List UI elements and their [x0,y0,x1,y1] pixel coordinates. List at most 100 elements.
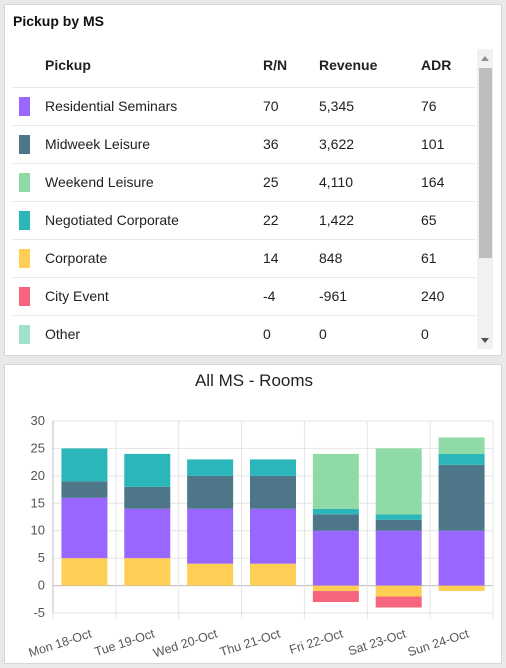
x-tick-label: Fri 22-Oct [288,626,346,657]
bar-segment [375,519,422,531]
bar-segment [124,558,171,586]
y-tick-label: 25 [31,440,45,455]
pickup-by-ms-card: Pickup by MS Pickup R/N Revenue ADR Resi… [4,4,502,356]
pickup-card-title: Pickup by MS [13,13,105,29]
bar-segment [187,475,234,509]
bar-segment [438,530,485,586]
bar-segment [312,591,359,603]
x-tick-label: Sun 24-Oct [406,626,471,659]
bar-segment [375,514,422,520]
bar-segment [250,459,296,476]
table-row[interactable]: Weekend Leisure 25 4,110 164 [13,164,475,202]
row-name: Negotiated Corporate [45,212,179,228]
row-name: Weekend Leisure [45,174,154,190]
bar-segment [61,481,108,498]
row-rn: 25 [263,174,279,190]
x-tick-label: Mon 18-Oct [27,626,94,660]
bar-segment [124,508,171,559]
bar-segment [124,453,171,487]
pickup-table: Pickup R/N Revenue ADR Residential Semin… [13,49,475,349]
x-tick-label: Thu 21-Oct [218,626,282,659]
row-adr: 65 [421,212,437,228]
table-row[interactable]: Midweek Leisure 36 3,622 101 [13,126,475,164]
bar-segment [375,585,422,597]
row-revenue: 5,345 [319,98,355,114]
table-row[interactable]: Negotiated Corporate 22 1,422 65 [13,202,475,240]
x-tick-label: Sat 23-Oct [346,626,408,658]
bar-segment [61,448,108,482]
table-header-row: Pickup R/N Revenue ADR [13,49,475,88]
table-row[interactable]: Residential Seminars 70 5,345 76 [13,88,475,126]
row-rn: 14 [263,250,279,266]
y-tick-label: -5 [33,605,45,620]
color-swatch [19,211,30,230]
scroll-up-arrow-icon[interactable] [481,56,489,61]
row-rn: 22 [263,212,279,228]
row-revenue: 1,422 [319,212,355,228]
bar-segment [312,585,359,592]
row-name: Corporate [45,250,108,266]
bar-segment [312,508,359,515]
bar-segment [250,475,296,509]
row-revenue: 4,110 [319,174,353,190]
bar-segment [438,437,485,454]
bar-segment [312,530,359,586]
all-ms-rooms-chart-card: -5 0 5 10 15 20 25 30 Mon 18-Oct Tue 19-Oct Wed 20… [4,364,502,664]
color-swatch [19,97,30,116]
chart-title: All MS - Rooms [194,371,314,390]
row-rn: 70 [263,98,279,114]
scroll-down-arrow-icon[interactable] [481,338,489,343]
bar-segment [375,530,422,586]
row-rn: -4 [263,288,276,304]
row-rn: 0 [263,326,271,342]
color-swatch [19,173,30,192]
row-name: Midweek Leisure [45,136,151,152]
color-swatch [19,325,30,344]
bar-segment [124,486,171,509]
row-adr: 240 [421,288,445,304]
column-header-adr[interactable]: ADR [421,57,452,73]
color-swatch [19,249,30,268]
bar-segment [438,585,485,592]
bar-segment [438,464,485,531]
row-adr: 0 [421,326,429,342]
row-adr: 164 [421,174,445,190]
column-header-rn[interactable]: R/N [263,57,288,73]
row-name: City Event [45,288,109,304]
bar-segment [438,453,485,465]
row-rn: 36 [263,136,279,152]
x-tick-label: Wed 20-Oct [152,626,220,660]
row-adr: 61 [421,250,437,266]
bar-segment [61,558,108,586]
bar-segment [250,563,296,586]
color-swatch [19,287,30,306]
table-row[interactable]: City Event -4 -961 240 [13,278,475,316]
bar-segment [312,514,359,531]
bar-segment [375,596,422,608]
scroll-thumb[interactable] [479,68,492,258]
bar-segment [61,497,108,559]
y-tick-label: 15 [31,495,45,510]
color-swatch [19,135,30,154]
table-scrollbar[interactable] [477,49,493,349]
table-row[interactable]: Corporate 14 848 61 [13,240,475,278]
bar-segment [250,508,296,564]
y-tick-label: 0 [38,578,45,593]
row-name: Other [45,326,81,342]
row-adr: 101 [421,136,445,152]
column-header-pickup[interactable]: Pickup [45,57,91,73]
y-tick-label: 20 [31,468,45,483]
x-tick-label: Tue 19-Oct [93,626,157,659]
y-tick-label: 5 [38,550,45,565]
row-revenue: 3,622 [319,136,355,152]
row-revenue: 0 [319,326,327,342]
column-header-revenue[interactable]: Revenue [319,57,378,73]
row-revenue: 848 [319,250,343,266]
bar-segment [187,508,234,564]
row-adr: 76 [421,98,437,114]
row-name: Residential Seminars [45,98,178,114]
bar-segment [312,453,359,509]
y-tick-label: 10 [31,523,45,538]
bar-segment [187,459,234,476]
table-row[interactable]: Other 0 0 0 [13,316,475,349]
